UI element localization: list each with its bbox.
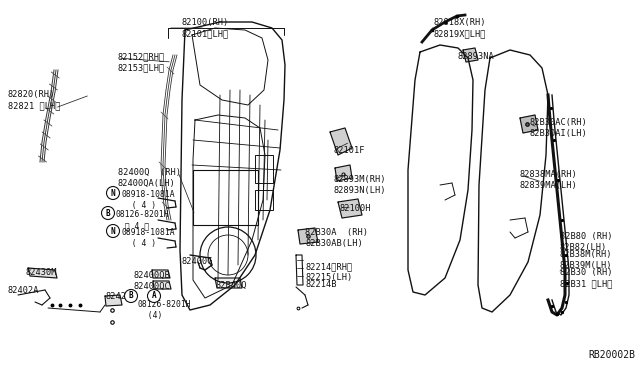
Text: RB20002B: RB20002B [588, 350, 635, 360]
Text: 82214B: 82214B [305, 280, 337, 289]
Bar [193, 170, 258, 225]
Bar [255, 155, 273, 183]
Text: 82893NA: 82893NA [458, 52, 495, 61]
Text: 82100H: 82100H [340, 204, 371, 213]
Text: 82B30AC(RH)
82B30AI(LH): 82B30AC(RH) 82B30AI(LH) [530, 118, 588, 138]
Text: 82B30 (RH)
82B31 〈LH〉: 82B30 (RH) 82B31 〈LH〉 [560, 268, 612, 288]
Text: 82838MA(RH)
82839MA(LH): 82838MA(RH) 82839MA(LH) [520, 170, 578, 190]
Polygon shape [463, 48, 478, 62]
Text: 08918-1081A
  ( 4 ): 08918-1081A ( 4 ) [122, 228, 175, 248]
Text: 82818X(RH)
82819X〈LH〉: 82818X(RH) 82819X〈LH〉 [434, 18, 486, 38]
Text: 08126-8201H
  (4): 08126-8201H (4) [138, 300, 191, 320]
Text: 82152〈RH〉
82153〈LH〉: 82152〈RH〉 82153〈LH〉 [118, 52, 165, 72]
Polygon shape [520, 115, 538, 133]
Polygon shape [298, 228, 318, 244]
Text: 08126-8201H
  〈 4 〉: 08126-8201H 〈 4 〉 [115, 210, 168, 230]
Text: B: B [106, 208, 110, 218]
Polygon shape [338, 199, 362, 218]
Text: 82820(RH)
82821 〈LH〉: 82820(RH) 82821 〈LH〉 [8, 90, 61, 110]
Circle shape [106, 186, 120, 199]
Text: 82430M: 82430M [25, 268, 56, 277]
Circle shape [106, 224, 120, 237]
Text: 82B30A  (RH)
82B30AB(LH): 82B30A (RH) 82B30AB(LH) [305, 228, 368, 248]
Text: 82100(RH)
82101〈LH〉: 82100(RH) 82101〈LH〉 [181, 18, 228, 38]
Text: B: B [129, 292, 133, 301]
Polygon shape [28, 268, 57, 278]
Text: 82400G: 82400G [182, 257, 214, 266]
Text: 82B80 (RH)
82B82(LH): 82B80 (RH) 82B82(LH) [560, 232, 612, 252]
Circle shape [147, 289, 161, 302]
Text: 08918-1081A
  ( 4 ): 08918-1081A ( 4 ) [122, 190, 175, 210]
Text: N: N [111, 189, 115, 198]
Bar [255, 190, 273, 210]
Polygon shape [152, 270, 170, 278]
Polygon shape [215, 278, 242, 288]
Text: 82400Q  (RH)
82400QA(LH): 82400Q (RH) 82400QA(LH) [118, 168, 181, 188]
Circle shape [125, 289, 138, 302]
Text: 82420A: 82420A [105, 292, 136, 301]
Text: 82402A: 82402A [8, 286, 40, 295]
Polygon shape [335, 165, 352, 181]
Text: 82893M(RH)
82893N(LH): 82893M(RH) 82893N(LH) [334, 175, 387, 195]
Polygon shape [153, 281, 171, 289]
Text: N: N [111, 227, 115, 235]
Polygon shape [330, 128, 352, 155]
Text: 82400QB
82400QC: 82400QB 82400QC [134, 271, 171, 291]
Text: 82214〈RH〉
82215(LH): 82214〈RH〉 82215(LH) [305, 262, 352, 282]
Text: A: A [152, 292, 156, 301]
Circle shape [102, 206, 115, 219]
Text: 82101F: 82101F [334, 146, 365, 155]
Polygon shape [105, 295, 122, 306]
Text: 82B40Q: 82B40Q [215, 281, 246, 290]
Text: 82B38M(RH)
82B39M(LH): 82B38M(RH) 82B39M(LH) [560, 250, 612, 270]
